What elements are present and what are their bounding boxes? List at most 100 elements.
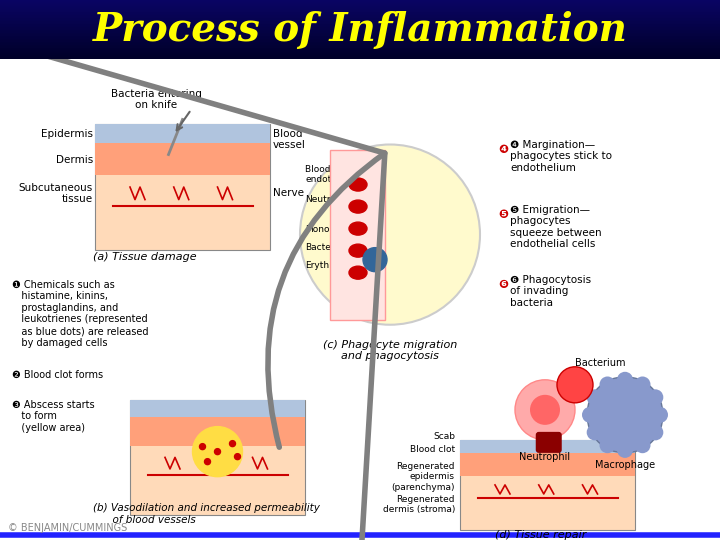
FancyBboxPatch shape: [95, 125, 270, 143]
Bar: [0, 36, 720, 37]
Circle shape: [647, 424, 663, 441]
Bar: [0, 0, 720, 1]
FancyBboxPatch shape: [130, 417, 305, 446]
Text: Bacterium: Bacterium: [575, 358, 625, 368]
Text: Dermis: Dermis: [55, 154, 93, 165]
Circle shape: [634, 376, 650, 393]
FancyArrowPatch shape: [0, 5, 384, 540]
Text: ❺: ❺: [498, 207, 508, 220]
Bar: [0, 11, 720, 12]
Text: (b) Vasodilation and increased permeability
      of blood vessels: (b) Vasodilation and increased permeabil…: [93, 503, 320, 525]
Text: Monocyte: Monocyte: [305, 225, 349, 234]
Circle shape: [582, 407, 598, 423]
Text: ❹ Margination—
phagocytes stick to
endothelium: ❹ Margination— phagocytes stick to endot…: [510, 139, 612, 173]
Circle shape: [204, 458, 210, 464]
Text: Erythrocyte: Erythrocyte: [305, 261, 358, 269]
Ellipse shape: [349, 178, 367, 191]
Circle shape: [515, 380, 575, 440]
Bar: [0, 29, 720, 30]
Circle shape: [230, 441, 235, 447]
Text: ❶ Chemicals such as
   histamine, kinins,
   prostaglandins, and
   leukotrienes: ❶ Chemicals such as histamine, kinins, p…: [12, 280, 148, 348]
Text: (d) Tissue repair: (d) Tissue repair: [495, 530, 586, 540]
Bar: [0, 2, 720, 3]
Circle shape: [192, 427, 243, 477]
Bar: [0, 49, 720, 50]
Circle shape: [557, 367, 593, 403]
Text: Bacteria entering
on knife: Bacteria entering on knife: [111, 89, 202, 110]
Text: Blood vessel
endothelium: Blood vessel endothelium: [305, 165, 362, 184]
Bar: [0, 12, 720, 13]
Text: Macrophage: Macrophage: [595, 460, 655, 470]
Bar: [0, 8, 720, 9]
Circle shape: [300, 145, 480, 325]
Text: ❻ Phagocytosis
of invading
bacteria: ❻ Phagocytosis of invading bacteria: [510, 275, 591, 308]
Bar: [0, 46, 720, 47]
Ellipse shape: [349, 244, 367, 257]
Bar: [0, 47, 720, 48]
Text: ❸ Abscess starts
   to form
   (yellow area): ❸ Abscess starts to form (yellow area): [12, 400, 94, 433]
FancyBboxPatch shape: [460, 454, 635, 476]
Bar: [0, 25, 720, 26]
Bar: [0, 31, 720, 32]
FancyBboxPatch shape: [536, 432, 562, 453]
Text: Regenerated
epidermis
(parenchyma): Regenerated epidermis (parenchyma): [392, 462, 455, 492]
Text: Scab: Scab: [433, 432, 455, 441]
Text: ❹: ❹: [498, 143, 508, 156]
Text: (a) Tissue damage: (a) Tissue damage: [93, 252, 197, 262]
Bar: [0, 32, 720, 33]
Circle shape: [600, 437, 616, 453]
Text: Neutrophil: Neutrophil: [305, 194, 353, 204]
Bar: [0, 45, 720, 46]
Text: Epidermis: Epidermis: [41, 130, 93, 139]
Circle shape: [634, 437, 650, 453]
Bar: [0, 9, 720, 10]
Bar: [0, 4, 720, 5]
Bar: [0, 17, 720, 18]
FancyBboxPatch shape: [95, 125, 270, 249]
Text: Blood clot: Blood clot: [410, 445, 455, 454]
Circle shape: [587, 389, 603, 406]
Bar: [0, 10, 720, 11]
Bar: [0, 35, 720, 36]
Bar: [0, 51, 720, 52]
Bar: [0, 42, 720, 43]
Circle shape: [530, 395, 560, 425]
Bar: [0, 6, 720, 7]
Bar: [0, 14, 720, 15]
Bar: [0, 3, 720, 4]
Bar: [0, 1, 720, 2]
Bar: [0, 21, 720, 22]
Circle shape: [235, 454, 240, 460]
Bar: [0, 19, 720, 20]
Bar: [0, 38, 720, 39]
Bar: [0, 40, 720, 41]
Ellipse shape: [349, 222, 367, 235]
Bar: [0, 43, 720, 44]
Bar: [0, 52, 720, 53]
Text: Nerve: Nerve: [273, 188, 304, 198]
Bar: [0, 24, 720, 25]
FancyBboxPatch shape: [460, 440, 635, 530]
Bar: [0, 57, 720, 58]
Bar: [0, 37, 720, 38]
Circle shape: [587, 424, 603, 441]
Text: ❺ Emigration—
phagocytes
squeeze between
endothelial cells: ❺ Emigration— phagocytes squeeze between…: [510, 205, 602, 249]
Text: Process of Inflammation: Process of Inflammation: [93, 11, 627, 49]
Text: Regenerated
dermis (stroma): Regenerated dermis (stroma): [382, 495, 455, 514]
Circle shape: [587, 377, 663, 453]
Bar: [0, 22, 720, 23]
Bar: [0, 39, 720, 40]
FancyBboxPatch shape: [130, 400, 305, 417]
Bar: [0, 18, 720, 19]
Bar: [0, 30, 720, 31]
Text: © BENJAMIN/CUMMINGS: © BENJAMIN/CUMMINGS: [8, 523, 127, 533]
Bar: [0, 56, 720, 57]
Bar: [0, 48, 720, 49]
Circle shape: [617, 372, 633, 388]
Ellipse shape: [349, 200, 367, 213]
FancyBboxPatch shape: [330, 150, 385, 320]
Circle shape: [617, 442, 633, 458]
FancyBboxPatch shape: [460, 440, 635, 454]
Ellipse shape: [349, 266, 367, 279]
Bar: [0, 13, 720, 14]
